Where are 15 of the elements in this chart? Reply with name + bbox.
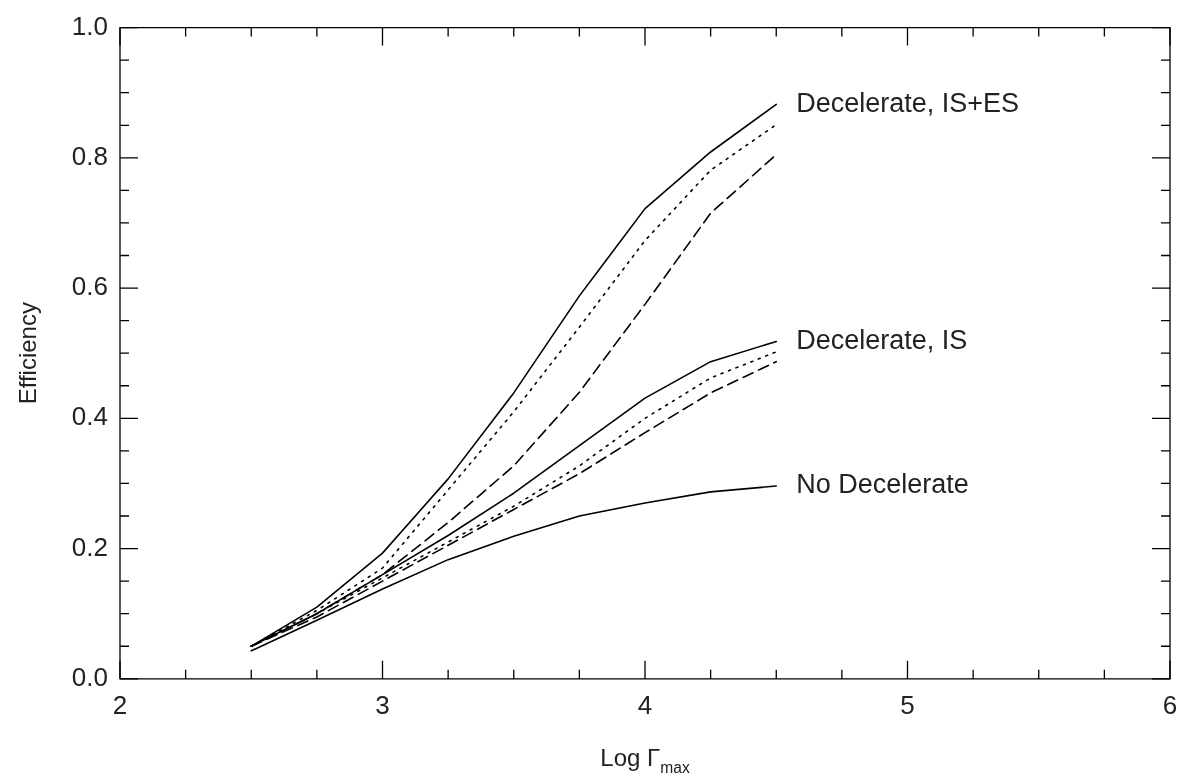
- y-tick-label: 0.4: [71, 401, 108, 432]
- x-tick-label: 4: [637, 689, 653, 720]
- x-tick-label: 2: [112, 689, 128, 720]
- y-tick-label: 0.6: [71, 271, 108, 302]
- series-label: No Decelerate: [796, 469, 969, 500]
- series-label: Decelerate, IS: [796, 324, 968, 355]
- series-label: Decelerate, IS+ES: [796, 87, 1020, 118]
- y-tick-label: 0.2: [71, 531, 108, 562]
- x-tick-label: 5: [900, 689, 915, 720]
- y-tick-label: 0.0: [71, 661, 108, 692]
- y-axis-title: Efficiency: [14, 302, 41, 405]
- y-tick-label: 1.0: [71, 10, 108, 41]
- x-tick-label: 3: [375, 689, 390, 720]
- x-tick-label: 6: [1162, 689, 1178, 720]
- y-tick-label: 0.8: [71, 141, 108, 172]
